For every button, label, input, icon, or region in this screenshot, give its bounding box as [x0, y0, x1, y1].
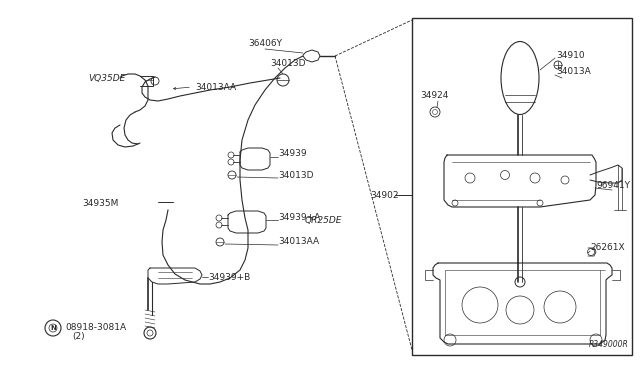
Text: 34013AA: 34013AA: [195, 83, 236, 92]
Text: 96941Y: 96941Y: [596, 180, 630, 189]
Bar: [412, 18, 632, 355]
Text: 36406Y: 36406Y: [248, 39, 282, 48]
Text: 34902: 34902: [370, 190, 399, 199]
Text: 08918-3081A: 08918-3081A: [65, 323, 126, 331]
Text: 34013A: 34013A: [556, 67, 591, 77]
Text: 34013D: 34013D: [270, 58, 305, 67]
Ellipse shape: [501, 42, 539, 115]
Text: R349000R: R349000R: [589, 340, 629, 349]
Text: 34013D: 34013D: [278, 170, 314, 180]
Text: 34013AA: 34013AA: [278, 237, 319, 247]
Text: N: N: [50, 325, 56, 331]
Text: 34935M: 34935M: [82, 199, 118, 208]
Text: 34939: 34939: [278, 150, 307, 158]
Text: VQ35DE: VQ35DE: [88, 74, 125, 83]
Text: (2): (2): [72, 333, 84, 341]
Text: 34924: 34924: [420, 92, 449, 100]
Text: 34910: 34910: [556, 51, 584, 60]
Text: 34939+A: 34939+A: [278, 212, 320, 221]
Text: 34939+B: 34939+B: [208, 273, 250, 282]
Text: QR25DE: QR25DE: [305, 215, 342, 224]
Text: 26261X: 26261X: [590, 244, 625, 253]
